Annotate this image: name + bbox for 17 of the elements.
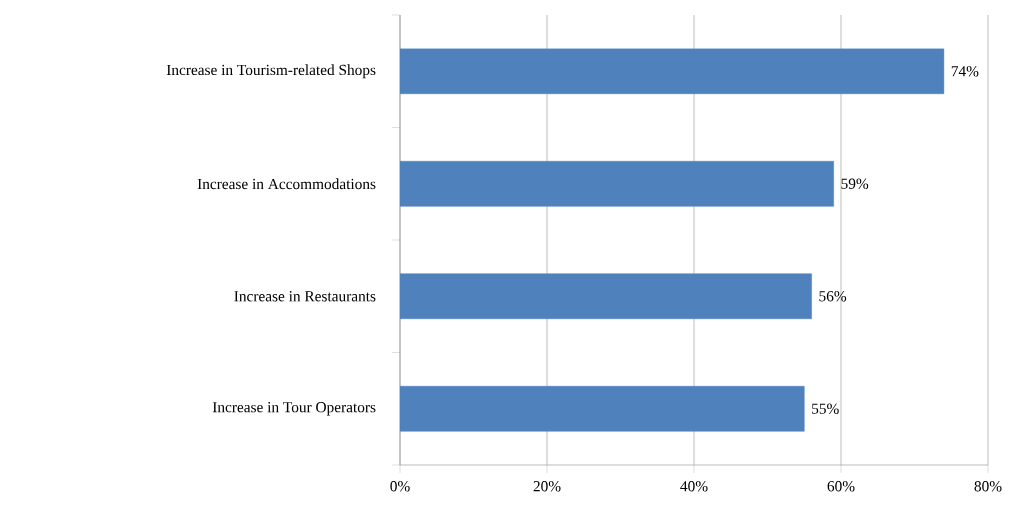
x-tick-label: 80% (974, 481, 1002, 492)
data-label: 59% (841, 178, 869, 189)
bar (400, 385, 805, 432)
data-label: 74% (951, 66, 979, 77)
data-label: 56% (819, 291, 847, 302)
bar (400, 273, 812, 320)
x-tick-label: 60% (827, 481, 855, 492)
y-tick-label: Increase in Tour Operators (212, 402, 376, 416)
x-tick-label: 20% (533, 481, 561, 492)
y-tick-label: Increase in Accommodations (197, 178, 376, 190)
y-tick-label: Increase in Tourism-related Shops (166, 64, 376, 79)
data-label: 55% (812, 403, 839, 414)
bar (400, 160, 834, 207)
bar (400, 48, 945, 95)
x-tick-label: 40% (680, 481, 708, 492)
x-tick-label: 0% (390, 481, 410, 492)
y-tick-label: Increase in Restaurants (234, 291, 376, 302)
